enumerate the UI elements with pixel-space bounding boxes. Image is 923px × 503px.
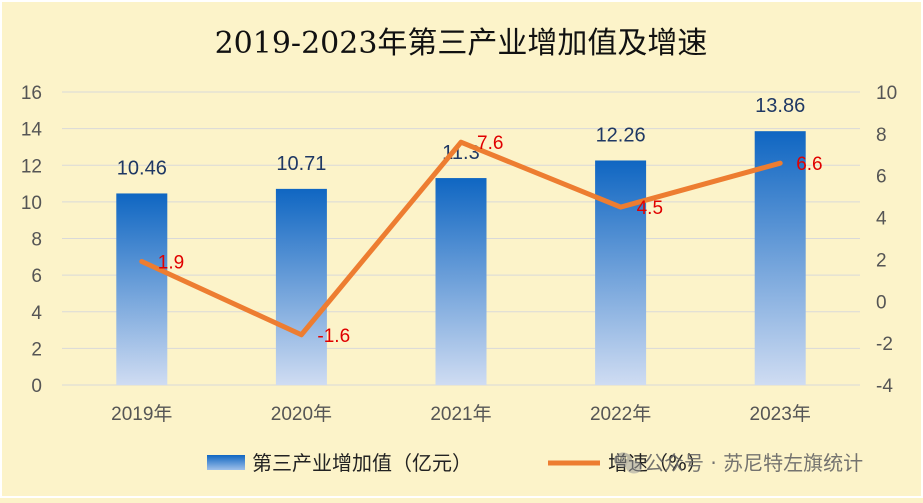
legend-bar-swatch [207,455,245,470]
left-axis-tick-label: 12 [21,156,42,177]
left-axis-tick-label: 4 [31,303,42,324]
right-axis-tick-label: 8 [876,125,887,146]
line-data-label: 4.5 [637,198,663,219]
bar-data-label: 13.86 [755,95,805,117]
right-axis-tick-label: 6 [876,167,887,188]
category-label: 2023年 [750,403,811,425]
wechat-icon [614,452,642,474]
left-axis-tick-label: 0 [31,376,42,397]
left-axis-tick-label: 8 [31,230,42,251]
right-axis-tick-label: -4 [876,376,893,397]
line-data-labels: 1.9 -1.6 7.6 4.5 6.6 [158,133,823,347]
right-axis-tick-label: -2 [876,334,893,355]
category-label: 2021年 [430,403,491,425]
legend-bar-label: 第三产业增加值（亿元） [252,451,472,475]
bar [275,188,327,385]
line-series [139,139,783,338]
chart-title: 2019-2023年第三产业增加值及增速 [215,26,708,61]
bar-series [116,131,806,385]
line-point [618,205,623,210]
line-data-label: 1.9 [158,253,184,274]
right-axis-tick-label: 10 [876,83,897,104]
bar-data-label: 10.71 [276,153,326,175]
right-axis-tick-label: 0 [876,292,887,313]
left-axis-tick-label: 14 [21,120,43,141]
watermark: 公众号 · 苏尼特左旗统计 [614,451,863,475]
bar-data-label: 10.46 [117,157,167,179]
line-data-label: -1.6 [317,326,350,347]
bar [435,178,487,385]
line-point [139,259,144,264]
watermark-text: 公众号 · 苏尼特左旗统计 [644,451,863,475]
bar [116,193,168,385]
right-axis-tick-label: 4 [876,209,887,230]
line-data-label: 6.6 [796,154,822,175]
left-axis-tick-label: 10 [21,193,42,214]
line-point [459,140,463,145]
category-axis: 2019年 2020年 2021年 2022年 2023年 [111,403,811,425]
line-point [778,161,783,166]
line-data-label: 7.6 [477,133,503,154]
left-axis-tick-label: 6 [31,266,42,287]
bar [595,160,647,385]
right-axis-ticks: -4 -2 0 2 4 6 8 10 [876,83,897,397]
bar [754,131,806,385]
category-label: 2022年 [590,403,651,425]
left-axis-tick-label: 2 [31,339,42,360]
left-axis-ticks: 0 2 4 6 8 10 12 14 16 [21,83,43,397]
line-point [299,332,304,337]
left-axis-tick-label: 16 [21,83,42,104]
bar-data-label: 12.26 [596,124,646,146]
category-label: 2020年 [271,403,332,425]
category-label: 2019年 [111,403,172,425]
right-axis-tick-label: 2 [876,250,887,271]
